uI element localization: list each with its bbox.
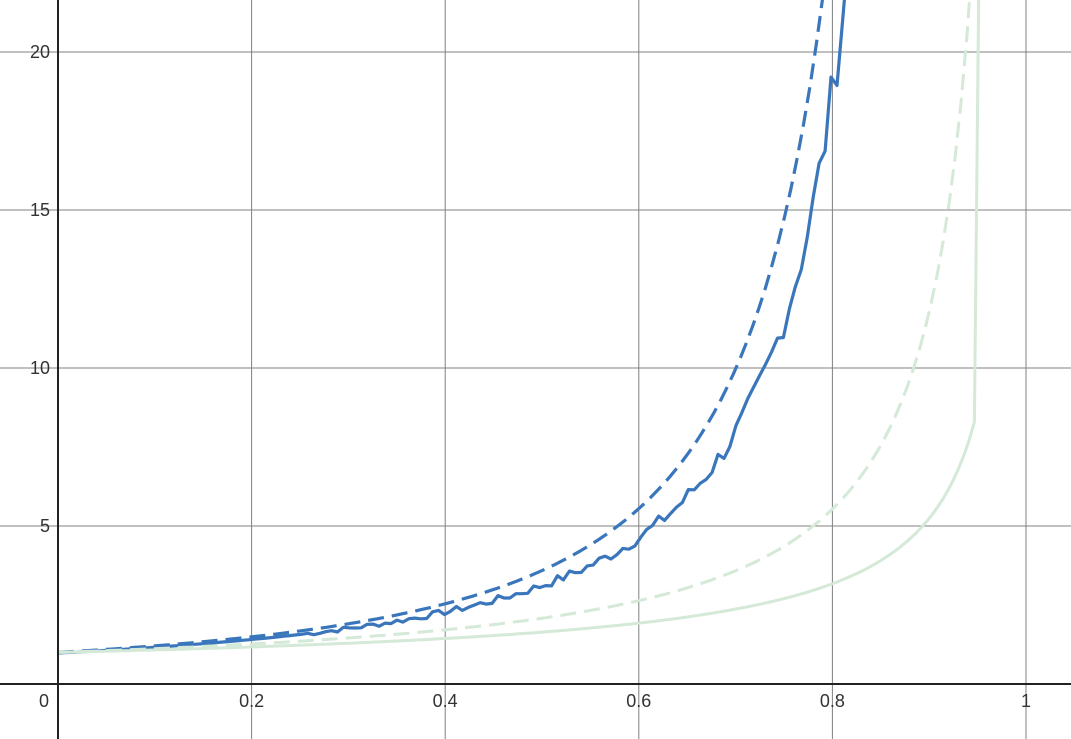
y-tick-label: 20 <box>30 42 50 62</box>
series-group <box>57 0 981 655</box>
series-line-4 <box>57 0 981 654</box>
series-line-2 <box>57 0 846 655</box>
y-tick-label: 5 <box>40 516 50 536</box>
y-tick-label: 15 <box>30 200 50 220</box>
x-tick-label: 0.2 <box>239 691 264 711</box>
x-tick-label: 0 <box>39 691 49 711</box>
x-tick-label: 0.8 <box>820 691 845 711</box>
x-tick-label: 0.6 <box>626 691 651 711</box>
x-tick-label: 1 <box>1021 691 1031 711</box>
series-line-1 <box>57 0 824 654</box>
x-tick-label: 0.4 <box>433 691 458 711</box>
series-line-3 <box>57 0 971 654</box>
y-tick-label: 10 <box>30 358 50 378</box>
